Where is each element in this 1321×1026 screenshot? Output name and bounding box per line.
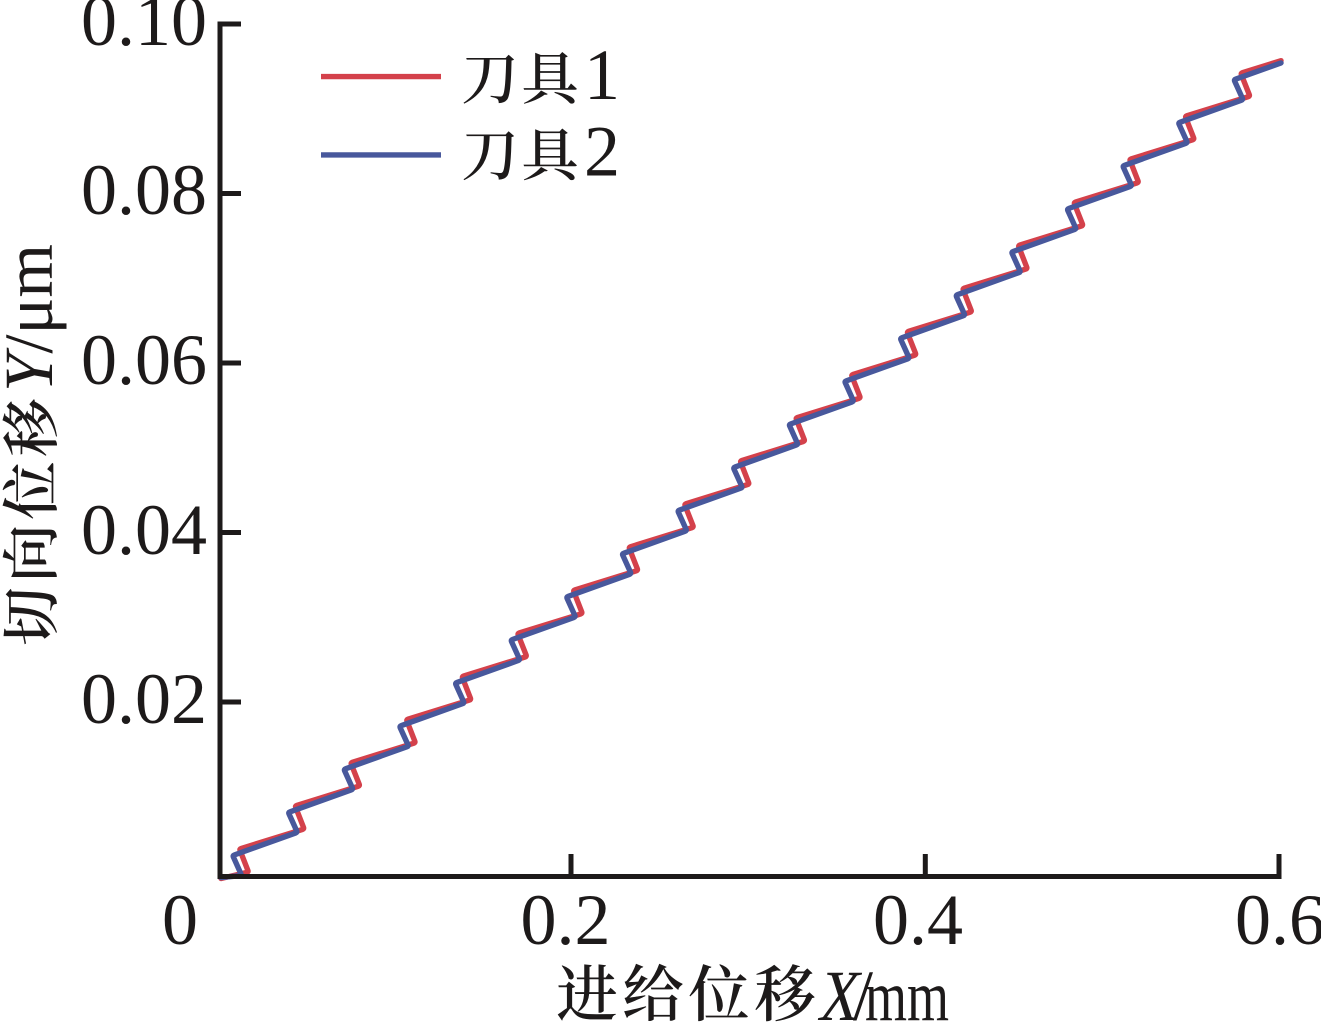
svg-text:X: X <box>817 956 862 1026</box>
svg-text:0: 0 <box>162 880 198 960</box>
svg-text:mm: mm <box>865 956 949 1026</box>
svg-text:0.4: 0.4 <box>873 880 963 960</box>
svg-text:Y/μm: Y/μm <box>0 244 67 392</box>
svg-text:0.2: 0.2 <box>521 880 611 960</box>
svg-text:1: 1 <box>584 35 620 115</box>
svg-text:0.10: 0.10 <box>81 0 207 61</box>
svg-text:0.04: 0.04 <box>81 490 207 570</box>
svg-text:0.08: 0.08 <box>81 150 207 230</box>
svg-text:2: 2 <box>584 112 620 192</box>
svg-text:0.06: 0.06 <box>81 320 207 400</box>
svg-text:0.02: 0.02 <box>81 659 207 739</box>
svg-text:0.6: 0.6 <box>1235 880 1321 960</box>
svg-text:/: / <box>853 956 873 1026</box>
